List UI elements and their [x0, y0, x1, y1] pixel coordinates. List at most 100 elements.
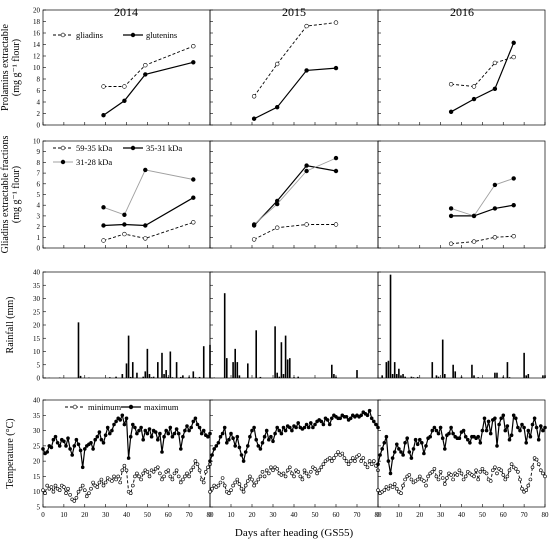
data-point — [197, 468, 202, 473]
data-point — [275, 425, 280, 430]
data-point — [511, 234, 516, 239]
data-point — [227, 491, 231, 496]
data-point — [153, 430, 158, 434]
data-point — [57, 444, 62, 448]
rain-bar — [127, 335, 130, 378]
x-tick-label: 40 — [123, 511, 131, 519]
data-point — [83, 488, 87, 493]
data-point — [484, 428, 489, 433]
data-point — [258, 474, 263, 479]
data-point — [262, 474, 267, 479]
data-point — [367, 408, 372, 413]
series-line-gliadins — [253, 22, 337, 97]
data-point — [538, 424, 543, 428]
x-tick-label: 50 — [312, 511, 320, 519]
y-tick-label: 2 — [37, 223, 41, 231]
data-point — [168, 425, 173, 430]
data-point — [509, 433, 514, 438]
rain-bar — [179, 376, 182, 378]
data-point — [503, 428, 508, 433]
data-point — [407, 473, 412, 477]
data-point — [156, 465, 160, 470]
rain-bar — [525, 375, 528, 378]
data-point — [304, 23, 309, 29]
data-point — [424, 444, 428, 448]
year-title-2014: 2014 — [114, 5, 138, 19]
data-point — [411, 447, 416, 451]
data-point — [304, 222, 309, 227]
data-point — [135, 471, 139, 476]
rain-bar — [109, 377, 111, 378]
data-point — [62, 485, 66, 489]
data-point — [430, 469, 435, 474]
data-point — [447, 431, 451, 436]
legend-label: 31-28 kDa — [76, 157, 112, 167]
data-point — [208, 489, 212, 494]
data-point — [392, 482, 397, 486]
rain-bar — [44, 377, 46, 378]
data-point — [185, 471, 189, 476]
data-point — [471, 84, 477, 89]
rain-bar — [79, 375, 82, 378]
y-tick-label: 18 — [33, 18, 41, 26]
data-point — [386, 459, 391, 463]
data-point — [214, 444, 219, 448]
data-point — [394, 486, 399, 491]
data-point — [218, 480, 223, 485]
x-tick-label: 30 — [437, 511, 445, 519]
series-line-59-35-kda — [253, 224, 336, 240]
data-point — [101, 223, 106, 228]
series-line-glutenins — [253, 67, 337, 120]
data-point — [482, 416, 487, 421]
rain-bar — [412, 377, 415, 378]
data-point — [505, 474, 510, 479]
data-point — [269, 434, 273, 439]
series-line-maximum — [42, 413, 211, 468]
data-point — [166, 468, 171, 473]
rain-bar — [88, 377, 90, 378]
data-point — [185, 424, 189, 428]
legend-marker — [130, 145, 136, 151]
data-point — [51, 489, 56, 494]
data-point — [394, 442, 399, 447]
data-point — [103, 433, 108, 438]
data-point — [448, 81, 454, 87]
data-point — [248, 474, 252, 479]
data-point — [45, 450, 50, 454]
rain-bar — [171, 377, 174, 378]
legend-marker — [130, 32, 136, 38]
legend-label: glutenins — [146, 30, 177, 40]
series-line-31-28-kda — [253, 157, 337, 225]
data-point — [122, 422, 127, 427]
data-point — [251, 222, 257, 227]
y-tick-label: 5 — [37, 191, 41, 199]
data-point — [101, 84, 106, 89]
y-tick-label: 40 — [33, 397, 41, 405]
series-line-35-31-kda — [103, 197, 194, 227]
data-point — [463, 434, 468, 439]
data-point — [528, 477, 533, 482]
data-point — [135, 431, 139, 436]
data-point — [97, 430, 102, 434]
data-point — [187, 474, 191, 479]
data-point — [172, 431, 177, 436]
data-point — [191, 465, 196, 470]
rain-bar — [293, 377, 295, 378]
series-line-minimum — [377, 457, 546, 494]
data-point — [407, 450, 412, 454]
rain-bar — [136, 372, 138, 378]
data-point — [193, 416, 198, 421]
data-point — [53, 434, 58, 439]
data-point — [239, 453, 244, 457]
data-point — [89, 440, 93, 445]
data-point — [87, 491, 91, 496]
data-point — [218, 434, 223, 439]
y-tick-label: 0 — [37, 245, 41, 253]
data-point — [530, 465, 535, 470]
x-tick-label: 0 — [376, 511, 380, 519]
series-line-minimum — [42, 460, 211, 502]
data-point — [507, 468, 512, 473]
data-point — [162, 474, 166, 479]
data-point — [290, 428, 294, 433]
